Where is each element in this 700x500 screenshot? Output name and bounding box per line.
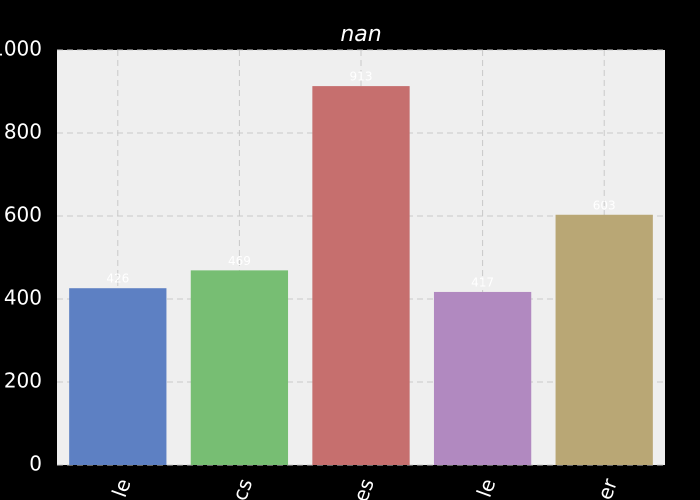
y-tick-label: 800 <box>4 120 42 144</box>
bar <box>555 214 653 465</box>
y-tick-label: 1000 <box>0 37 42 61</box>
bar <box>190 270 289 465</box>
bar <box>312 86 410 465</box>
value-label: 469 <box>228 254 251 268</box>
bar <box>433 291 532 465</box>
y-tick-label: 0 <box>29 452 42 476</box>
y-tick-label: 200 <box>4 369 42 393</box>
bar <box>69 288 167 465</box>
value-label: 913 <box>350 70 373 84</box>
chart-title: nan <box>340 22 381 47</box>
y-tick-label: 600 <box>4 203 42 227</box>
y-tick-label: 400 <box>4 286 42 310</box>
value-label: 426 <box>106 272 129 286</box>
value-label: 603 <box>593 198 616 212</box>
value-label: 417 <box>471 275 494 289</box>
